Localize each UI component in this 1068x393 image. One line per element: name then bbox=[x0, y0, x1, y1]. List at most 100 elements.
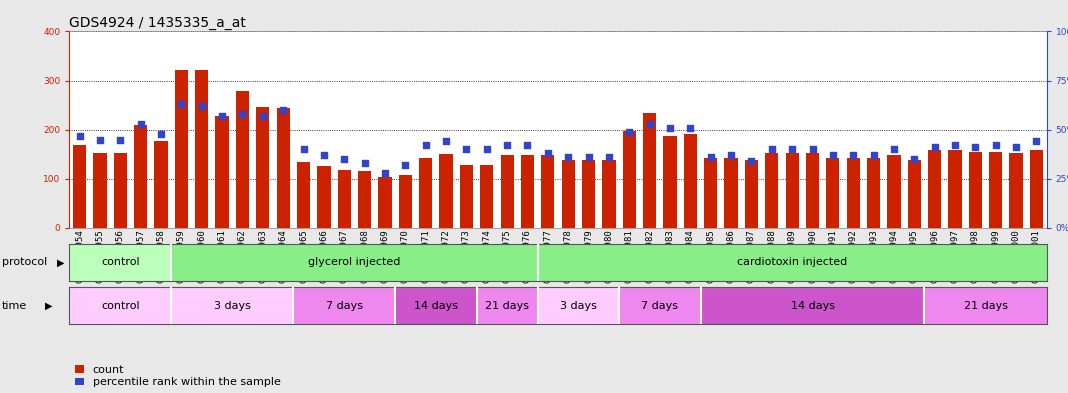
Bar bbox=[928, 150, 941, 228]
Point bbox=[580, 154, 597, 160]
Point bbox=[92, 136, 109, 143]
Point bbox=[1007, 144, 1024, 151]
Bar bbox=[765, 153, 779, 228]
Text: control: control bbox=[101, 257, 140, 267]
Bar bbox=[724, 158, 738, 228]
Bar bbox=[925, 287, 1047, 324]
Point bbox=[967, 144, 984, 151]
Point bbox=[946, 142, 963, 149]
Bar bbox=[337, 170, 351, 228]
Bar bbox=[847, 158, 860, 228]
Bar bbox=[175, 70, 188, 228]
Bar bbox=[460, 165, 473, 228]
Bar bbox=[521, 155, 534, 228]
Bar bbox=[73, 145, 87, 228]
Bar bbox=[297, 162, 310, 228]
Bar bbox=[481, 165, 493, 228]
Point bbox=[804, 146, 821, 152]
Point bbox=[193, 103, 210, 109]
Point bbox=[112, 136, 129, 143]
Bar bbox=[216, 116, 229, 228]
Bar bbox=[888, 155, 900, 228]
Bar bbox=[684, 134, 697, 228]
Bar bbox=[623, 130, 635, 228]
Point bbox=[600, 154, 617, 160]
Bar bbox=[537, 287, 619, 324]
Bar bbox=[806, 153, 819, 228]
Point bbox=[458, 146, 475, 152]
Text: ▶: ▶ bbox=[45, 301, 52, 310]
Legend: count, percentile rank within the sample: count, percentile rank within the sample bbox=[75, 365, 281, 387]
Bar bbox=[537, 244, 1047, 281]
Point bbox=[743, 158, 760, 164]
Point bbox=[274, 107, 292, 113]
Bar bbox=[69, 287, 171, 324]
Bar bbox=[969, 152, 981, 228]
Point bbox=[418, 142, 435, 149]
Bar bbox=[582, 160, 595, 228]
Text: cardiotoxin injected: cardiotoxin injected bbox=[737, 257, 847, 267]
Text: protocol: protocol bbox=[2, 257, 47, 267]
Bar bbox=[256, 107, 269, 228]
Bar bbox=[867, 158, 880, 228]
Point bbox=[641, 121, 658, 127]
Bar bbox=[908, 160, 921, 228]
Bar bbox=[113, 153, 127, 228]
Bar bbox=[562, 160, 575, 228]
Point bbox=[519, 142, 536, 149]
Point bbox=[560, 154, 577, 160]
Bar bbox=[663, 136, 677, 228]
Point bbox=[987, 142, 1004, 149]
Text: 3 days: 3 days bbox=[560, 301, 597, 310]
Point bbox=[397, 162, 414, 168]
Point bbox=[906, 156, 923, 162]
Bar bbox=[419, 158, 433, 228]
Bar bbox=[704, 158, 718, 228]
Point bbox=[845, 152, 862, 158]
Text: 7 days: 7 days bbox=[641, 301, 678, 310]
Text: GDS4924 / 1435335_a_at: GDS4924 / 1435335_a_at bbox=[69, 16, 247, 30]
Point bbox=[295, 146, 312, 152]
Point bbox=[132, 121, 150, 127]
Bar bbox=[277, 108, 289, 228]
Bar bbox=[378, 177, 392, 228]
Point bbox=[865, 152, 882, 158]
Point bbox=[723, 152, 740, 158]
Text: 21 days: 21 days bbox=[485, 301, 529, 310]
Point bbox=[234, 111, 251, 117]
Point bbox=[1027, 138, 1045, 145]
Point bbox=[438, 138, 455, 145]
Point bbox=[661, 125, 678, 131]
Bar bbox=[395, 287, 476, 324]
Point bbox=[784, 146, 801, 152]
Text: 14 days: 14 days bbox=[790, 301, 834, 310]
Bar bbox=[439, 154, 453, 228]
Bar bbox=[619, 287, 701, 324]
Point bbox=[926, 144, 943, 151]
Bar bbox=[195, 70, 208, 228]
Point bbox=[702, 154, 719, 160]
Text: 21 days: 21 days bbox=[963, 301, 1007, 310]
Bar bbox=[827, 158, 839, 228]
Bar bbox=[155, 141, 168, 228]
Point bbox=[153, 130, 170, 137]
Text: 7 days: 7 days bbox=[326, 301, 363, 310]
Point bbox=[315, 152, 332, 158]
Bar bbox=[602, 160, 615, 228]
Point bbox=[539, 150, 556, 156]
Text: 3 days: 3 days bbox=[214, 301, 251, 310]
Bar bbox=[93, 153, 107, 228]
Text: ▶: ▶ bbox=[57, 257, 64, 267]
Text: control: control bbox=[101, 301, 140, 310]
Bar bbox=[398, 175, 412, 228]
Bar bbox=[744, 160, 758, 228]
Point bbox=[254, 113, 271, 119]
Text: glycerol injected: glycerol injected bbox=[309, 257, 400, 267]
Bar bbox=[541, 155, 554, 228]
Bar bbox=[171, 244, 537, 281]
Point bbox=[376, 170, 393, 176]
Text: 14 days: 14 days bbox=[414, 301, 458, 310]
Bar bbox=[501, 155, 514, 228]
Point bbox=[681, 125, 698, 131]
Bar bbox=[476, 287, 537, 324]
